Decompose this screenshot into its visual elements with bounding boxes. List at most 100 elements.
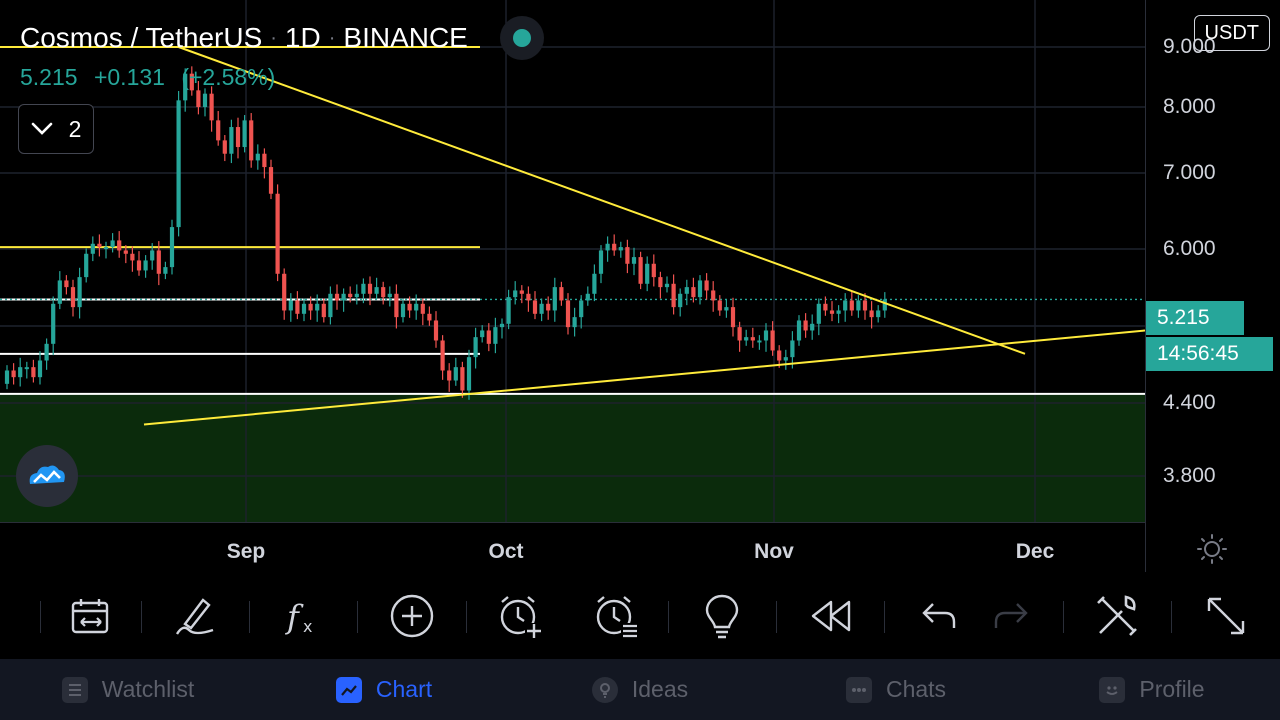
candle-body (176, 100, 181, 228)
candle-body (341, 293, 346, 301)
price-tick: 4.400 (1163, 391, 1216, 414)
candle-body (11, 370, 16, 378)
plus-circle-icon[interactable] (389, 593, 435, 639)
toolbar-separator (141, 601, 142, 633)
candle-body (777, 350, 782, 361)
price-tick: 9.000 (1163, 35, 1216, 58)
toolbar-separator (1063, 601, 1064, 633)
candle-body (876, 310, 881, 318)
rewind-icon[interactable] (807, 593, 853, 639)
alarm-list-icon[interactable] (593, 593, 639, 639)
price-tick: 8.000 (1163, 95, 1216, 118)
candle-body (526, 293, 531, 301)
price-change-line: 5.215 +0.131 (+2.58%) (20, 64, 285, 91)
candle-body (123, 250, 128, 254)
candle-body (374, 287, 379, 294)
chart-legend: Cosmos / TetherUS · 1D · BINANCE 5.215 +… (18, 16, 544, 154)
candle-body (565, 300, 571, 328)
toolbar-separator (668, 601, 669, 633)
candle-body (513, 290, 518, 298)
last-price-badge: 5.215 (1146, 301, 1244, 335)
candle-body (18, 367, 23, 378)
bar-countdown-badge: 14:56:45 (1146, 337, 1273, 371)
nav-watchlist[interactable]: Watchlist (0, 659, 256, 720)
toolbar-separator (776, 601, 777, 633)
candle-body (315, 303, 320, 311)
time-tick: Sep (226, 540, 266, 563)
candle-body (664, 283, 670, 288)
candle-body (110, 240, 115, 248)
interval-label[interactable]: 1D (284, 22, 321, 53)
nav-label: Chart (375, 676, 433, 702)
tradingview-logo-icon (29, 465, 65, 484)
candle-body (823, 303, 828, 311)
candle-body (717, 300, 722, 311)
theme-toggle-icon[interactable] (1197, 534, 1227, 564)
symbol-name[interactable]: Cosmos / TetherUS (20, 22, 263, 53)
undo-icon[interactable] (916, 593, 962, 639)
candle-body (117, 240, 122, 251)
lightbulb-icon[interactable] (699, 593, 745, 639)
candle-body (816, 303, 821, 324)
trendline-descending (178, 46, 1026, 355)
candle-body (704, 280, 709, 291)
candle-body (618, 247, 623, 251)
indicators-toggle-button[interactable]: 2 (18, 104, 94, 154)
candle-body (849, 300, 854, 311)
chart-pane[interactable]: Cosmos / TetherUS · 1D · BINANCE 5.215 +… (0, 0, 1145, 522)
candle-body (651, 263, 656, 278)
candle-body (763, 330, 769, 341)
tradingview-logo[interactable] (16, 445, 78, 507)
candle-body (242, 120, 247, 148)
candle-body (770, 330, 775, 351)
chevron-down-icon (31, 122, 52, 135)
candle-body (209, 93, 214, 121)
currency-button[interactable]: USDT (1193, 15, 1270, 51)
svg-text:x: x (303, 617, 312, 636)
candle-body (671, 283, 676, 308)
candle-body (869, 310, 874, 318)
candle-body (321, 303, 326, 318)
expand-icon[interactable] (1203, 593, 1249, 639)
nav-chats[interactable]: Chats (768, 659, 1024, 720)
candle-body (559, 287, 564, 301)
candlestick-chart[interactable] (0, 0, 1145, 522)
candle-body (31, 367, 36, 378)
brush-icon[interactable] (172, 593, 218, 639)
candle-body (532, 300, 538, 314)
candle-body (480, 330, 485, 338)
candle-body (44, 343, 49, 361)
nav-chart[interactable]: Chart (256, 659, 512, 720)
candle-body (711, 290, 716, 301)
toolbar-separator (1171, 601, 1172, 633)
market-status-icon[interactable] (499, 16, 544, 60)
nav-profile[interactable]: Profile (1024, 659, 1280, 720)
candle-body (282, 273, 287, 311)
candle-body (136, 260, 142, 271)
nav-ideas[interactable]: Ideas (512, 659, 768, 720)
price-tick: 3.800 (1163, 464, 1216, 487)
candle-body (737, 327, 742, 341)
svg-text:f: f (285, 598, 304, 636)
symbol-title[interactable]: Cosmos / TetherUS · 1D · BINANCE (20, 16, 544, 60)
candle-body (84, 253, 89, 278)
candle-body (552, 287, 557, 311)
candle-body (301, 303, 307, 314)
candle-body (394, 293, 399, 318)
time-axis[interactable]: Sep Oct Nov Dec (0, 522, 1145, 572)
alarm-add-icon[interactable] (497, 593, 543, 639)
candle-body (130, 253, 135, 261)
nav-label: Ideas (631, 676, 689, 702)
last-price: 5.215 (20, 64, 78, 90)
price-axis[interactable]: USDT 9.000 8.000 7.000 6.000 4.400 3.800… (1145, 0, 1280, 572)
tools-icon[interactable] (1094, 593, 1140, 639)
nav-label: Profile (1139, 676, 1205, 702)
toolbar-separator (40, 601, 41, 633)
candle-body (381, 287, 386, 298)
redo-icon[interactable] (988, 593, 1034, 639)
candle-body (222, 140, 227, 154)
candle-body (262, 153, 267, 168)
calendar-range-icon[interactable] (68, 593, 114, 639)
candle-body (57, 280, 62, 304)
